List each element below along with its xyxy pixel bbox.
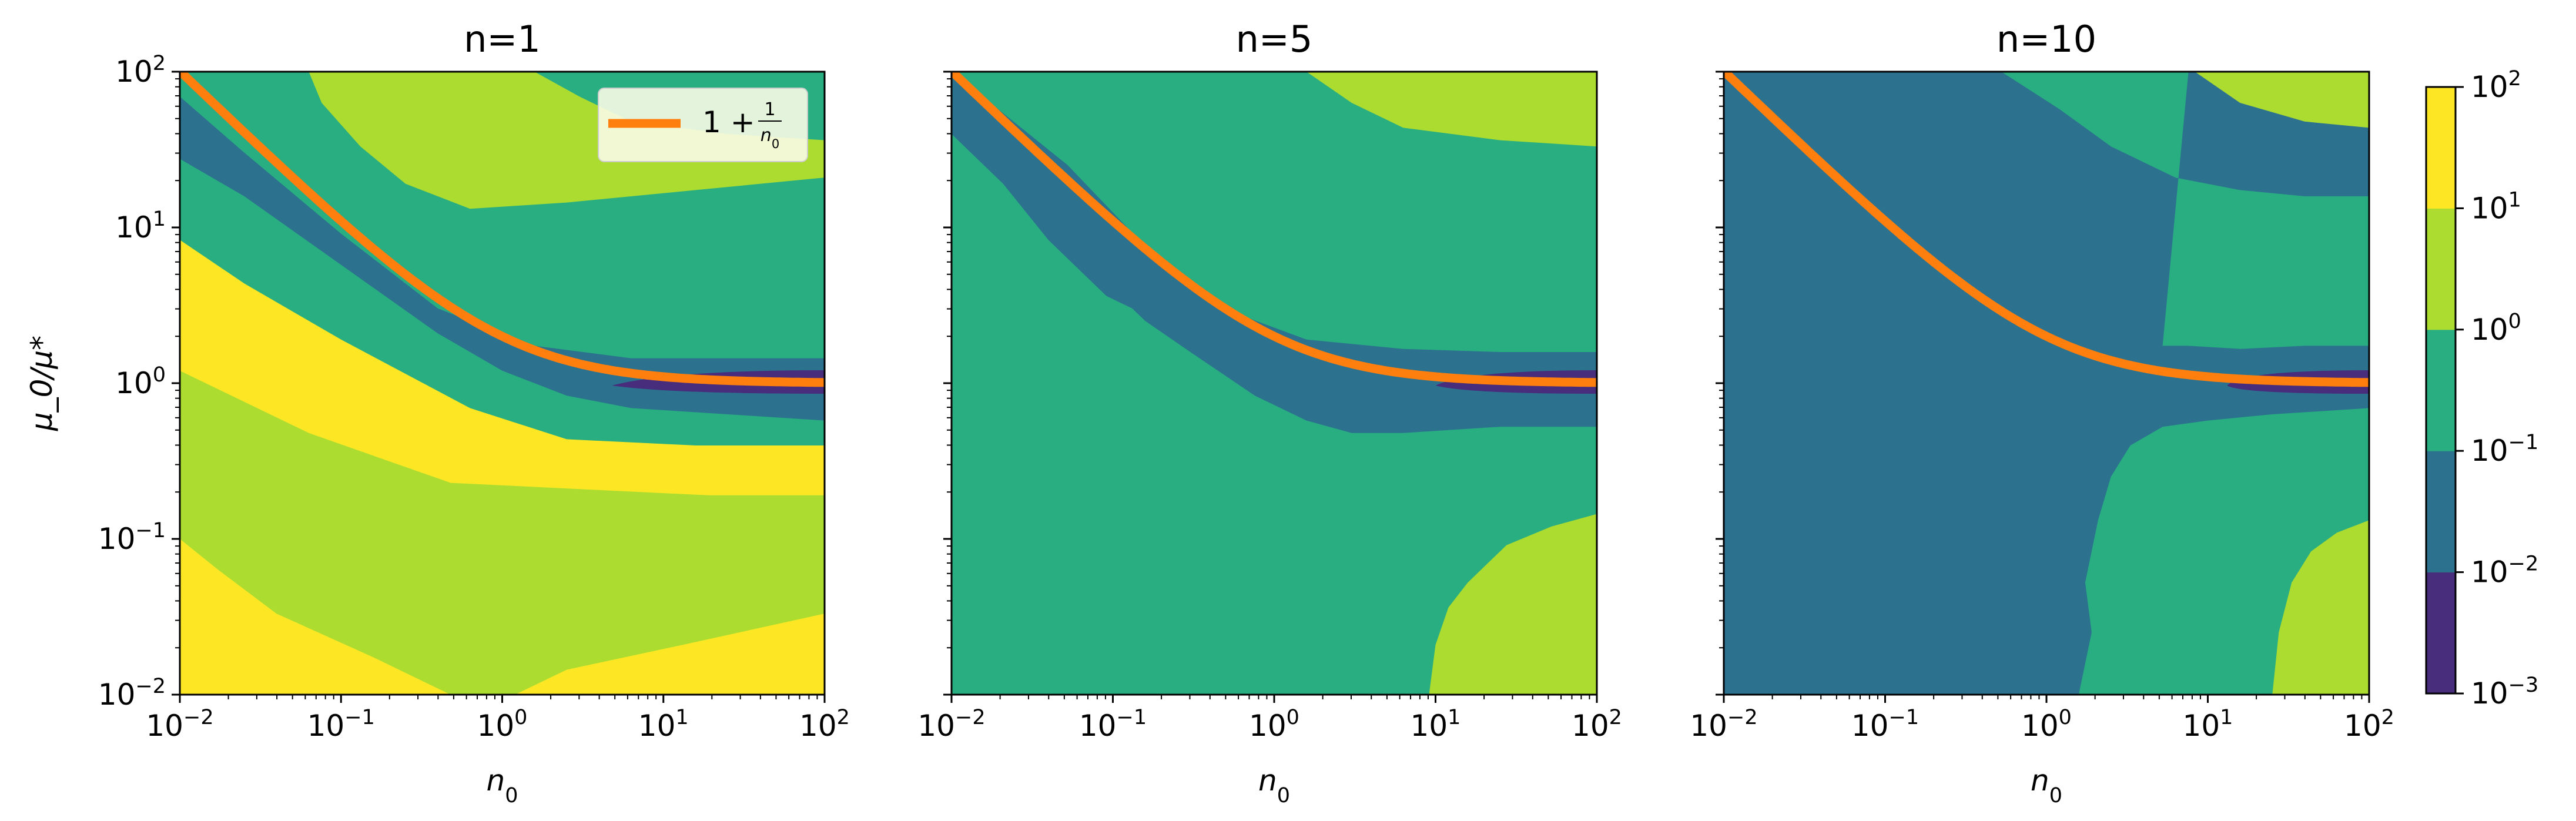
legend: 1 + 1n0 xyxy=(598,88,808,162)
colorbar-tick-label: 102 xyxy=(2471,67,2521,104)
x-tick-label: 101 xyxy=(638,706,689,743)
x-tick-label: 100 xyxy=(477,706,528,743)
chart-title: n=10 xyxy=(1997,18,2096,61)
chart-title: n=1 xyxy=(464,18,541,61)
colorbar-tick-label: 10−2 xyxy=(2471,552,2538,589)
x-axis-label: n0 xyxy=(1258,763,1290,807)
contour-region xyxy=(952,72,1597,433)
colorbar-tick-label: 100 xyxy=(2471,310,2521,347)
x-tick-label: 10−2 xyxy=(1690,706,1757,743)
x-tick-label: 101 xyxy=(2183,706,2233,743)
y-axis-label: μ_0/μ* xyxy=(25,336,59,431)
colorbar-segment xyxy=(2426,451,2456,573)
x-tick-label: 102 xyxy=(2344,706,2394,743)
x-tick-label: 10−1 xyxy=(307,706,375,743)
y-tick-label: 100 xyxy=(115,363,166,400)
colorbar: 10−3 10−2 10−1 100 101 102 xyxy=(2425,67,2538,711)
x-tick-label: 10−1 xyxy=(1079,706,1147,743)
x-axis-label: n0 xyxy=(2031,763,2062,807)
colorbar-tick-label: 101 xyxy=(2471,188,2521,225)
colorbar-tick-label: 10−3 xyxy=(2471,673,2538,711)
contour-region xyxy=(180,370,825,695)
curve-line xyxy=(952,72,1597,387)
curve-line xyxy=(180,72,825,387)
chart-panel: 10−2 10−1 100 101 102 10−2 10−1 100 101 102 n=1 n0 μ… xyxy=(25,18,850,807)
x-tick-label: 101 xyxy=(1411,706,1461,743)
contour-region xyxy=(1306,72,1597,147)
contour-region xyxy=(2001,72,2369,349)
colorbar-segment xyxy=(2426,208,2456,330)
chart-title: n=5 xyxy=(1236,18,1313,61)
x-tick-label: 10−2 xyxy=(146,706,213,743)
curve-line xyxy=(1724,72,2369,387)
y-tick-label: 10−1 xyxy=(98,519,166,556)
x-tick-label: 10−2 xyxy=(917,706,985,743)
x-tick-label: 100 xyxy=(2021,706,2072,743)
svg-text:1: 1 xyxy=(764,99,775,120)
x-tick-label: 102 xyxy=(1572,706,1622,743)
contour-region xyxy=(2272,520,2369,695)
colorbar-segment xyxy=(2426,329,2456,451)
y-tick-label: 102 xyxy=(115,52,166,89)
x-axis-label: n0 xyxy=(487,763,518,807)
chart-panel: 10−2 10−1 100 101 102 n=5 n0 xyxy=(917,18,1622,807)
y-tick-label: 10−2 xyxy=(98,675,166,712)
chart-panel: 10−2 10−1 100 101 102 n=10 n0 xyxy=(1690,18,2394,807)
contour-region xyxy=(1429,514,1597,695)
colorbar-segment xyxy=(2426,87,2456,209)
x-tick-label: 102 xyxy=(799,706,850,743)
contour-region xyxy=(309,72,825,209)
contour-region xyxy=(2195,72,2369,128)
colorbar-segment xyxy=(2426,572,2456,694)
y-tick-label: 101 xyxy=(115,207,166,244)
legend-label: 1 + xyxy=(702,105,755,139)
x-tick-label: 10−1 xyxy=(1851,706,1919,743)
colorbar-tick-label: 10−1 xyxy=(2471,431,2538,468)
x-tick-label: 100 xyxy=(1249,706,1299,743)
